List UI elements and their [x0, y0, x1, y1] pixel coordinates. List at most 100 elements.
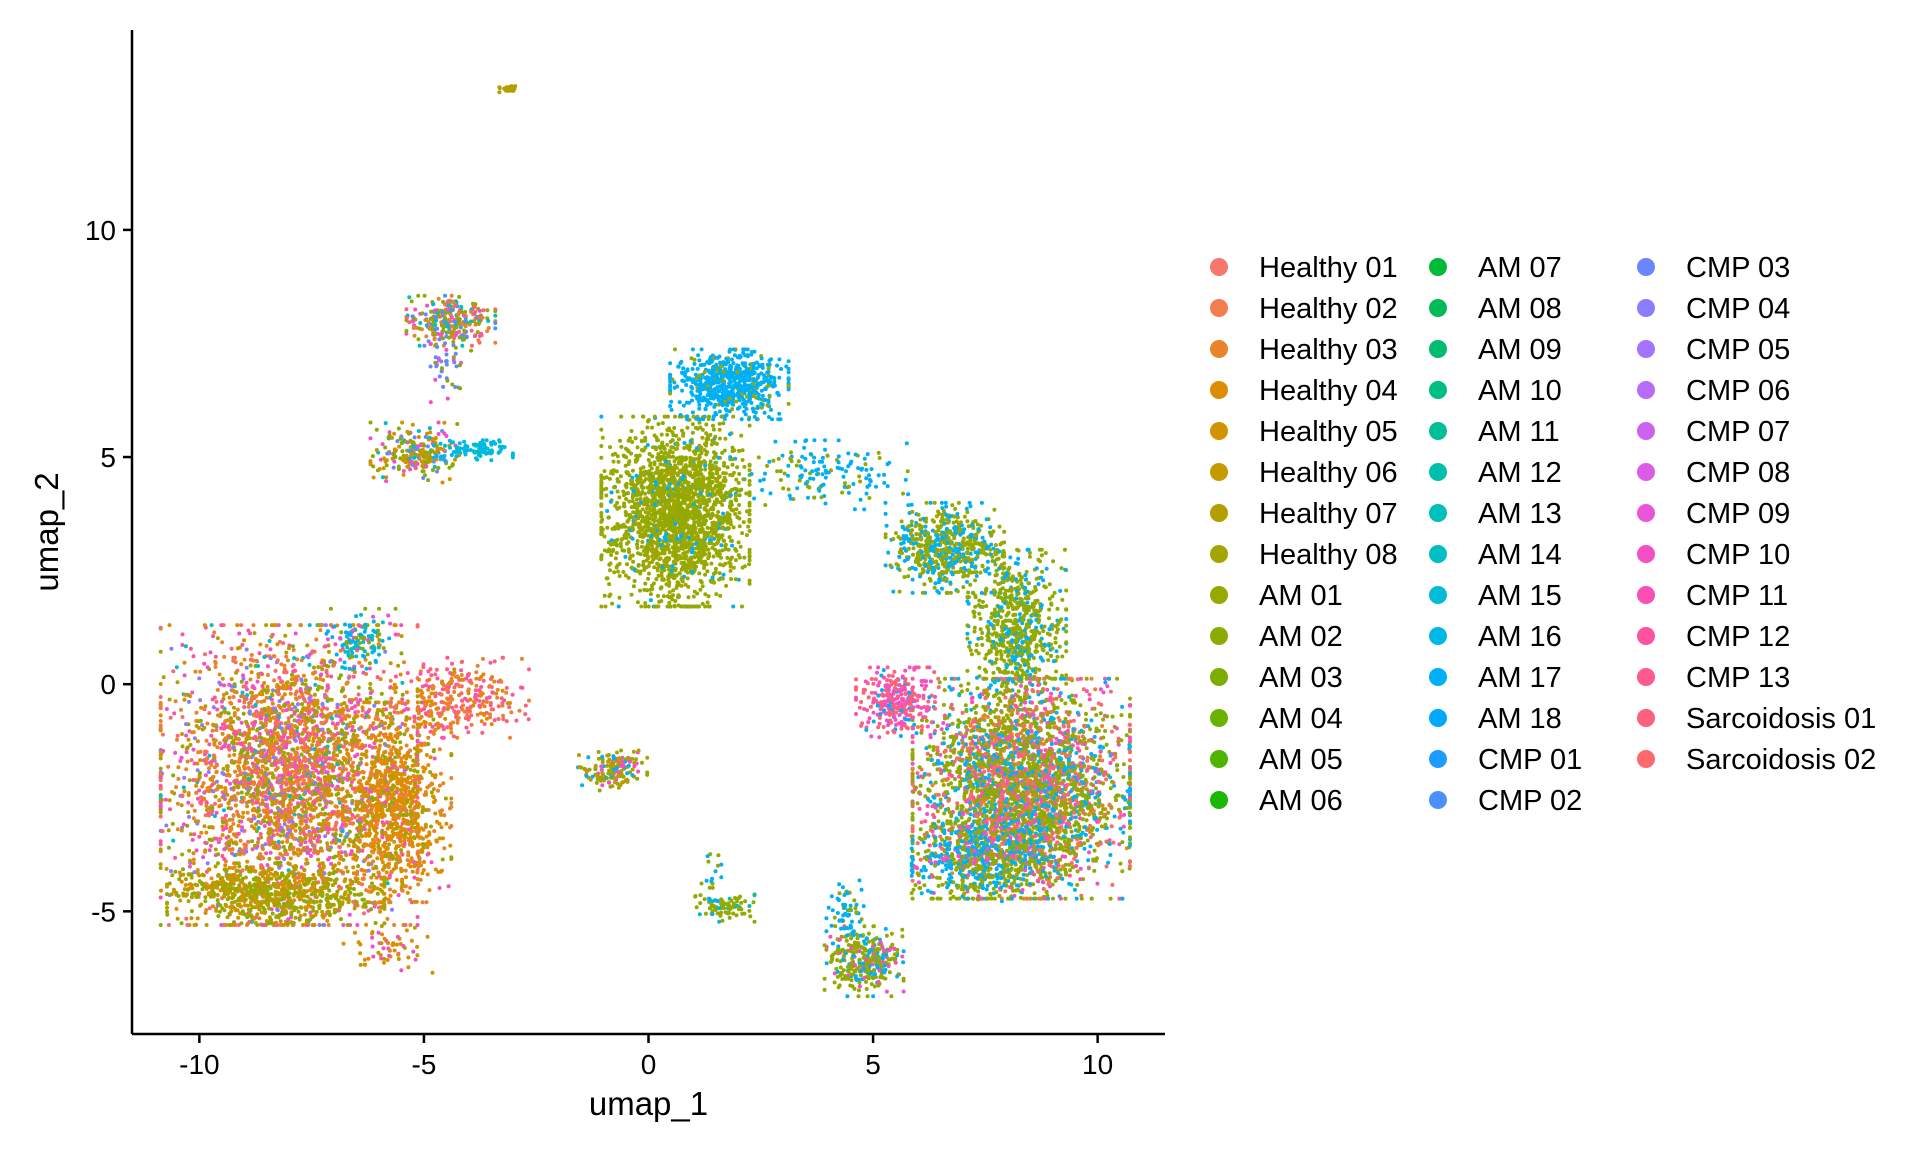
data-point — [352, 777, 356, 782]
cluster-upper-left-top — [404, 293, 498, 348]
data-point — [388, 716, 393, 721]
data-point — [241, 748, 246, 753]
data-point — [286, 646, 291, 651]
data-point — [325, 816, 330, 821]
data-point — [242, 731, 246, 736]
data-point — [285, 833, 289, 838]
data-point — [286, 759, 291, 763]
data-point — [249, 690, 253, 695]
data-point — [362, 827, 367, 832]
data-point — [417, 780, 422, 785]
data-point — [349, 700, 354, 705]
data-point — [328, 877, 333, 882]
data-point — [341, 923, 346, 927]
data-point — [290, 825, 295, 830]
data-point — [320, 667, 325, 672]
data-point — [301, 827, 305, 832]
data-point — [481, 308, 486, 313]
data-point — [236, 759, 241, 764]
data-point — [314, 752, 318, 757]
data-point — [389, 774, 394, 779]
cluster-upper-left-mid — [368, 420, 462, 485]
data-point — [231, 821, 236, 826]
data-point — [422, 842, 427, 847]
data-point — [455, 422, 460, 426]
data-point — [308, 818, 313, 823]
data-point — [237, 698, 242, 703]
data-point — [185, 745, 190, 750]
data-point — [369, 810, 374, 815]
data-point — [319, 869, 324, 873]
data-point — [210, 825, 215, 830]
data-point — [180, 793, 185, 798]
data-point — [344, 681, 349, 686]
data-point — [396, 710, 401, 715]
data-point — [430, 794, 435, 799]
data-point — [283, 721, 288, 726]
data-point — [161, 675, 166, 680]
data-point — [227, 743, 231, 748]
data-point — [351, 899, 356, 904]
data-point — [158, 626, 163, 631]
data-point — [268, 729, 273, 734]
data-point — [223, 863, 228, 868]
data-point — [350, 654, 355, 659]
data-point — [296, 804, 301, 809]
data-point — [396, 663, 401, 668]
data-point — [233, 769, 238, 774]
data-point — [257, 916, 262, 921]
data-point — [375, 797, 380, 802]
data-point — [382, 726, 387, 731]
data-point — [403, 884, 408, 889]
data-point — [337, 838, 342, 843]
data-point — [207, 742, 212, 747]
data-point — [412, 794, 417, 799]
data-point — [280, 695, 285, 700]
data-point — [259, 866, 264, 870]
data-point — [342, 701, 347, 705]
data-point — [209, 623, 214, 628]
data-point — [344, 731, 349, 736]
data-point — [272, 623, 276, 628]
data-point — [244, 647, 249, 652]
data-point — [229, 701, 234, 706]
data-point — [238, 771, 243, 776]
data-point — [295, 847, 300, 852]
data-point — [372, 824, 377, 829]
data-point — [298, 821, 303, 826]
data-point — [250, 748, 255, 753]
data-point — [469, 343, 474, 348]
data-point — [300, 731, 305, 735]
data-point — [399, 623, 404, 628]
data-point — [325, 830, 330, 835]
data-point — [367, 744, 372, 748]
data-point — [184, 722, 188, 727]
data-point — [188, 646, 193, 651]
data-point — [242, 766, 247, 771]
data-point — [439, 369, 444, 374]
data-point — [384, 479, 389, 484]
data-point — [322, 871, 327, 876]
data-point — [243, 875, 248, 880]
data-point — [442, 813, 447, 818]
data-point — [224, 778, 229, 783]
data-point — [408, 459, 413, 464]
data-point — [392, 923, 397, 927]
data-point — [286, 763, 291, 768]
data-point — [363, 857, 368, 862]
data-point — [441, 384, 446, 389]
data-point — [344, 865, 349, 870]
data-point — [232, 785, 236, 790]
data-point — [425, 444, 430, 449]
data-point — [409, 812, 414, 817]
data-point — [278, 828, 282, 832]
data-point — [484, 438, 489, 443]
data-point — [388, 732, 393, 737]
data-point — [217, 804, 222, 809]
data-point — [312, 757, 317, 762]
data-point — [411, 444, 416, 449]
data-point — [400, 888, 405, 893]
data-point — [410, 314, 415, 319]
data-point — [337, 676, 342, 681]
data-point — [321, 737, 326, 742]
